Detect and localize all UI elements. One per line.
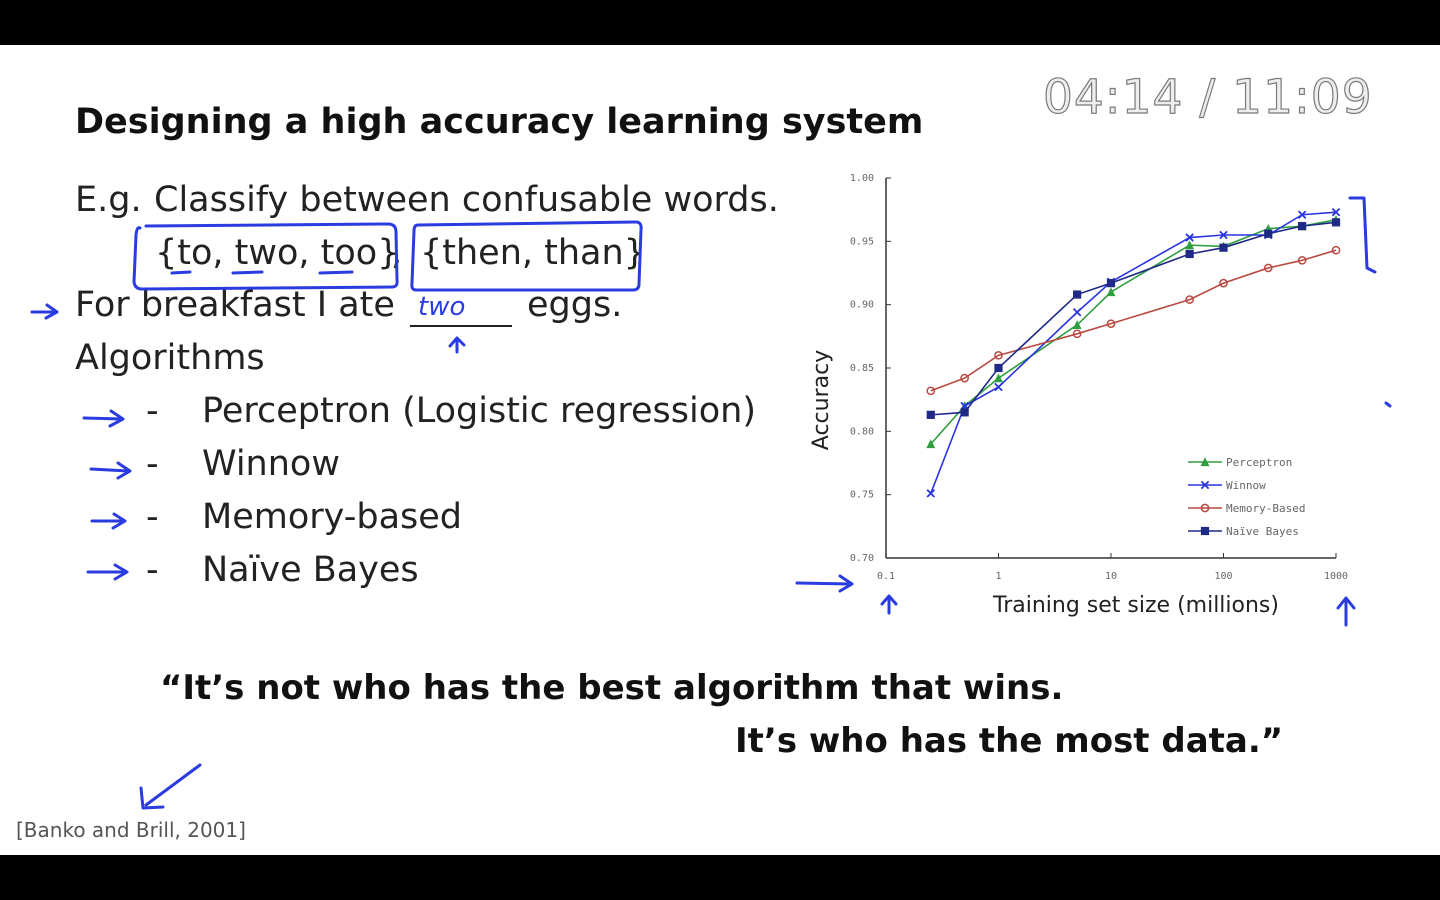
x-tick-label: 100 [1214, 571, 1232, 582]
chart-plot-area [926, 207, 1341, 498]
word-set-then-than: {then, than} [420, 233, 646, 273]
slide-title: Designing a high accuracy learning syste… [75, 102, 924, 142]
algorithm-dash: - [146, 444, 159, 484]
data-point-na-ve-bayes [926, 410, 935, 419]
legend-label-memory-based: Memory-Based [1226, 502, 1305, 515]
data-point-perceptron [994, 373, 1003, 383]
quote-line-1: “It’s not who has the best algorithm tha… [160, 668, 1064, 708]
algorithm-dash: - [146, 550, 159, 590]
y-tick-label: 0.75 [850, 490, 874, 501]
data-point-perceptron [926, 439, 936, 449]
data-point-na-ve-bayes [1219, 243, 1228, 252]
data-point-winnow [1185, 233, 1194, 242]
series-perceptron [926, 215, 1341, 449]
example-prefix: E.g. [75, 180, 142, 220]
series-line-na-ve-bayes [930, 221, 1337, 416]
data-point-na-ve-bayes [1185, 249, 1194, 259]
word-set-to-two-too: {to, two, too} [155, 233, 400, 273]
data-point-memory-based [1219, 278, 1228, 288]
series-line-memory-based [930, 249, 1337, 392]
accuracy-chart: 0.70 0.75 0.80 0.85 0.90 0.95 1.00 0.1 1 10 100 100… [809, 173, 1348, 618]
lecture-slide [0, 45, 1440, 855]
x-tick-label: 1 [995, 571, 1001, 582]
letterbox-top [0, 0, 1440, 45]
y-tick-label: 1.00 [850, 173, 874, 184]
data-point-na-ve-bayes [1298, 222, 1307, 231]
legend-marker-winnow [1200, 480, 1210, 490]
quote-line-2: It’s who has the most data.” [735, 721, 1284, 761]
series-line-perceptron [930, 219, 1337, 445]
data-point-na-ve-bayes [994, 363, 1003, 373]
example-sentence-end: eggs. [527, 285, 623, 325]
data-point-memory-based [960, 373, 969, 383]
data-point-na-ve-bayes [960, 408, 969, 417]
legend-label-winnow: Winnow [1226, 479, 1266, 492]
y-tick-label: 0.80 [850, 426, 874, 437]
x-tick-label: 1000 [1324, 571, 1348, 582]
data-point-memory-based [1331, 245, 1341, 255]
series-memory-based [926, 245, 1341, 396]
data-point-winnow [1297, 210, 1307, 219]
algorithm-perceptron: Perceptron (Logistic regression) [202, 391, 756, 431]
algorithms-heading: Algorithms [75, 338, 265, 378]
example-text: Classify between confusable words. [154, 180, 779, 220]
data-point-winnow [926, 489, 936, 498]
x-tick-label: 10 [1105, 571, 1117, 582]
chart-ticks: 0.70 0.75 0.80 0.85 0.90 0.95 1.00 0.1 1 10 100 100… [850, 173, 1348, 582]
algorithm-dash: - [146, 497, 159, 537]
data-point-na-ve-bayes [1331, 218, 1341, 227]
data-point-na-ve-bayes [1106, 279, 1116, 288]
series-na-ve-bayes [926, 218, 1341, 419]
series-winnow [926, 207, 1341, 498]
playback-time: 04:14 / 11:09 [1042, 69, 1373, 125]
y-tick-label: 0.70 [850, 553, 874, 564]
x-tick-label: 0.1 [877, 571, 895, 582]
citation: [Banko and Brill, 2001] [16, 818, 246, 842]
data-point-perceptron [1185, 240, 1195, 250]
data-point-winnow [1219, 230, 1228, 240]
data-point-perceptron [1106, 287, 1116, 297]
data-point-winnow [1331, 207, 1341, 217]
word-set-comma: , [391, 233, 403, 273]
x-axis-label: Training set size (millions) [992, 593, 1279, 618]
legend-marker-perceptron [1200, 457, 1210, 467]
data-point-memory-based [1106, 319, 1116, 329]
data-point-na-ve-bayes [1073, 290, 1082, 299]
series-line-winnow [930, 211, 1337, 494]
legend-label-na-ve-bayes: Naïve Bayes [1226, 525, 1299, 538]
data-point-perceptron [1072, 320, 1082, 330]
data-point-memory-based [1297, 255, 1307, 265]
y-tick-label: 0.95 [850, 236, 874, 247]
algorithm-dash: - [146, 391, 159, 431]
data-point-winnow [1072, 308, 1082, 317]
y-tick-label: 0.85 [850, 363, 874, 374]
data-point-memory-based [926, 386, 936, 396]
legend-label-perceptron: Perceptron [1226, 456, 1292, 469]
data-point-winnow [994, 382, 1003, 392]
data-point-na-ve-bayes [1264, 229, 1273, 238]
algorithm-memory-based: Memory-based [202, 497, 463, 537]
data-point-memory-based [994, 350, 1003, 360]
example-sentence-start: For breakfast I ate [75, 285, 395, 325]
data-point-memory-based [1263, 263, 1273, 273]
y-tick-label: 0.90 [850, 300, 874, 311]
chart-legend: Perceptron Winnow Memory-Based Naïve Bayes [1188, 456, 1305, 538]
data-point-memory-based [1072, 329, 1082, 339]
y-axis-label: Accuracy [809, 350, 834, 450]
algorithm-naive-bayes: Naïve Bayes [202, 550, 419, 590]
algorithm-winnow: Winnow [202, 444, 340, 484]
letterbox-bottom [0, 855, 1440, 900]
data-point-memory-based [1185, 295, 1194, 304]
legend-marker-na-ve-bayes [1200, 526, 1210, 536]
legend-marker-memory-based [1200, 503, 1210, 513]
